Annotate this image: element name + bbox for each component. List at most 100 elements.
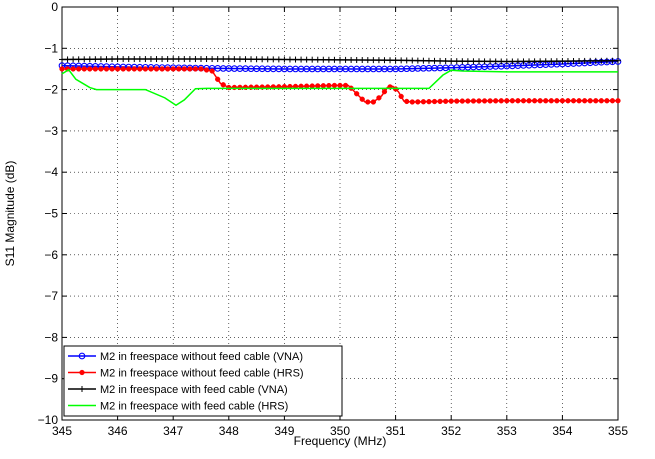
- data-point: [431, 57, 438, 64]
- y-tick-label: −8: [44, 330, 58, 344]
- data-point: [581, 57, 588, 64]
- data-point: [170, 66, 176, 72]
- data-point: [320, 83, 326, 89]
- data-point: [342, 82, 349, 89]
- data-point: [376, 95, 382, 101]
- data-point: [125, 56, 132, 63]
- x-tick-label: 354: [552, 424, 572, 438]
- data-point: [248, 56, 255, 63]
- data-point: [153, 56, 160, 63]
- data-point: [292, 56, 299, 63]
- data-point: [531, 58, 538, 65]
- data-point: [187, 66, 193, 72]
- series-group: [58, 56, 622, 107]
- data-point: [470, 58, 477, 65]
- data-point: [314, 56, 321, 63]
- data-point: [286, 56, 293, 63]
- data-point: [342, 56, 349, 63]
- data-point: [437, 98, 443, 105]
- data-point: [481, 58, 488, 65]
- data-point: [437, 57, 444, 64]
- data-point: [92, 56, 99, 63]
- data-point: [526, 58, 533, 65]
- data-point: [70, 66, 76, 72]
- data-point: [592, 57, 599, 64]
- y-tick-label: −7: [44, 289, 58, 303]
- data-point: [354, 91, 360, 97]
- data-point: [147, 56, 154, 63]
- data-point: [476, 98, 482, 104]
- data-point: [159, 56, 166, 63]
- data-point: [470, 98, 477, 104]
- data-point: [198, 66, 204, 72]
- x-tick-label: 346: [108, 424, 128, 438]
- data-point: [225, 56, 232, 63]
- data-point: [603, 57, 610, 64]
- data-point: [220, 82, 226, 88]
- legend-label: M2 in freespace with feed cable (HRS): [100, 401, 288, 413]
- data-point: [131, 66, 137, 72]
- y-tick-label: −3: [44, 124, 58, 138]
- data-point: [581, 98, 588, 104]
- data-point: [381, 57, 388, 64]
- data-point: [264, 56, 271, 63]
- data-point: [181, 56, 188, 63]
- data-point: [548, 58, 555, 65]
- data-point: [153, 66, 160, 72]
- legend-box: [63, 345, 343, 417]
- legend-label: M2 in freespace without feed cable (VNA): [100, 351, 303, 363]
- data-point: [392, 57, 399, 64]
- data-point: [192, 56, 199, 63]
- data-point: [465, 98, 471, 104]
- legend-item: M2 in freespace without feed cable (VNA): [68, 351, 303, 363]
- data-point: [298, 56, 305, 63]
- series-3: [61, 68, 618, 107]
- data-point: [70, 56, 77, 63]
- data-point: [76, 66, 82, 72]
- data-point: [448, 98, 454, 104]
- data-point: [454, 98, 460, 104]
- data-point: [559, 98, 566, 104]
- data-point: [315, 83, 321, 89]
- data-point: [175, 56, 182, 63]
- data-point: [209, 68, 215, 74]
- data-point: [404, 98, 410, 105]
- data-point: [520, 58, 527, 65]
- data-point: [576, 98, 582, 104]
- data-point: [498, 58, 505, 65]
- data-point: [365, 99, 371, 105]
- data-point: [59, 56, 65, 63]
- data-point: [593, 98, 599, 104]
- data-point: [192, 66, 199, 72]
- data-point: [181, 66, 187, 72]
- data-point: [98, 66, 104, 72]
- data-point: [492, 58, 499, 65]
- data-point: [259, 56, 266, 63]
- x-axis-label: Frequency (MHz): [294, 434, 387, 448]
- data-point: [515, 98, 521, 104]
- data-point: [564, 58, 571, 65]
- data-point: [559, 58, 566, 65]
- data-point: [87, 66, 93, 72]
- data-point: [414, 57, 421, 64]
- data-point: [425, 57, 432, 64]
- data-point: [231, 56, 238, 63]
- data-point: [504, 98, 510, 104]
- data-point: [176, 66, 182, 72]
- data-point: [503, 58, 510, 65]
- data-point: [509, 98, 516, 104]
- data-point: [209, 56, 216, 63]
- data-point: [398, 93, 404, 100]
- data-point: [79, 369, 85, 376]
- data-point: [537, 58, 544, 65]
- data-point: [92, 66, 99, 72]
- data-point: [370, 99, 377, 105]
- data-point: [609, 98, 616, 104]
- data-point: [120, 66, 126, 72]
- data-point: [270, 56, 277, 63]
- x-tick-label: 348: [219, 424, 239, 438]
- data-point: [420, 99, 427, 105]
- data-point: [570, 98, 577, 104]
- data-point: [615, 98, 621, 104]
- data-point: [142, 56, 149, 63]
